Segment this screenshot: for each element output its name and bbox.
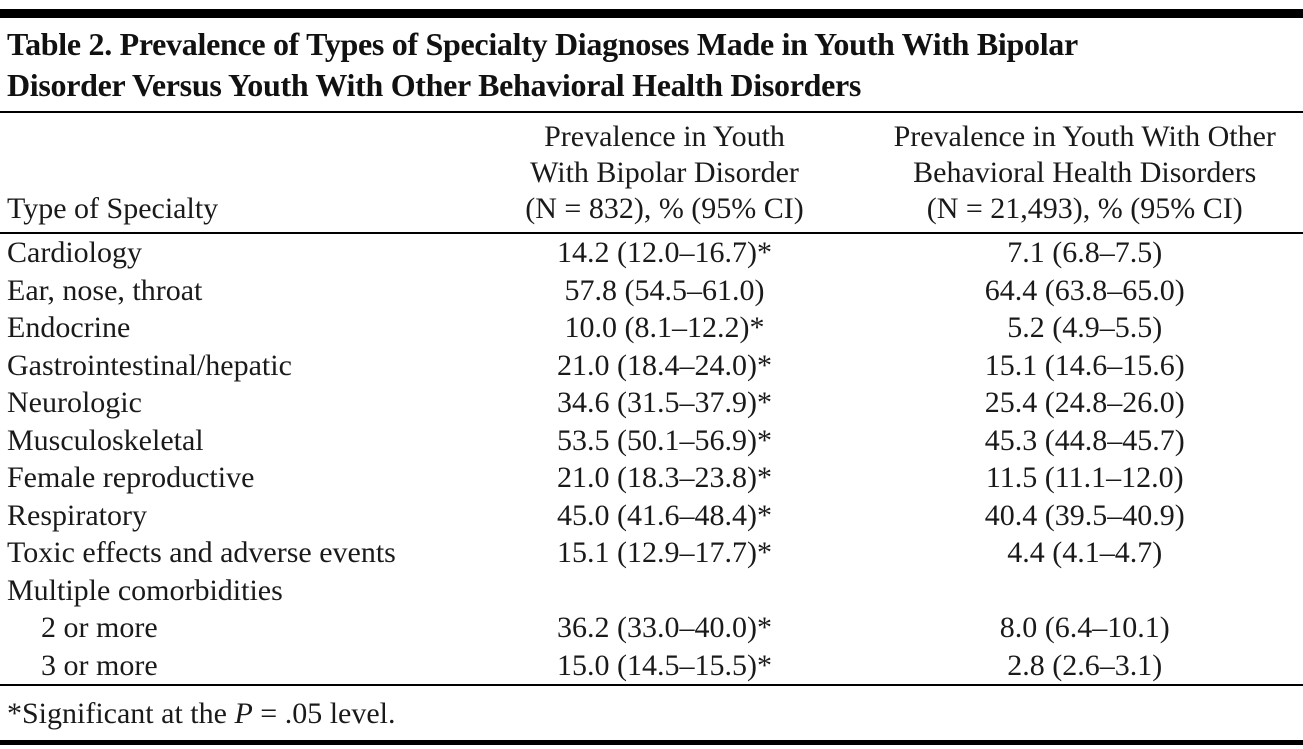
header-other-group: Prevalence in Youth With Other Behaviora…	[866, 113, 1303, 234]
specialty-cell: Female reproductive	[7, 461, 255, 494]
table-title-line-2: Disorder Versus Youth With Other Behavio…	[7, 67, 862, 103]
header-type-of-specialty-label: Type of Specialty	[7, 192, 219, 225]
bipolar-value-cell: 15.0 (14.5–15.5)*	[557, 648, 773, 682]
other-value-cell: 25.4 (24.8–26.0)	[984, 386, 1185, 419]
specialty-cell: Respiratory	[7, 498, 147, 532]
specialty-cell: Neurologic	[7, 386, 142, 419]
specialty-cell: 2 or more	[41, 611, 158, 644]
table-row-multiple-comorbidities: Multiple comorbidities	[0, 572, 1303, 610]
other-value-cell: 2.8 (2.6–3.1)	[1007, 648, 1163, 682]
header-bipolar-group: Prevalence in Youth With Bipolar Disorde…	[462, 113, 867, 234]
specialty-cell: Cardiology	[7, 236, 142, 269]
table-row-endocrine: Endocrine 10.0 (8.1–12.2)* 5.2 (4.9–5.5)	[0, 309, 1303, 347]
specialty-cell: Ear, nose, throat	[7, 273, 203, 307]
bipolar-value-cell: 15.1 (12.9–17.7)*	[557, 536, 773, 569]
table-row-2-or-more: 2 or more 36.2 (33.0–40.0)* 8.0 (6.4–10.…	[0, 609, 1303, 647]
table-row-musculoskeletal: Musculoskeletal 53.5 (50.1–56.9)* 45.3 (…	[0, 422, 1303, 460]
bottom-rule-bar	[0, 740, 1303, 745]
table-row-respiratory: Respiratory 45.0 (41.6–48.4)* 40.4 (39.5…	[0, 497, 1303, 535]
other-value-cell: 7.1 (6.8–7.5)	[1007, 236, 1163, 269]
header-type-of-specialty: Type of Specialty	[0, 113, 463, 234]
other-value-cell: 5.2 (4.9–5.5)	[1007, 311, 1163, 344]
table-title-line-1: Table 2. Prevalence of Types of Specialt…	[7, 26, 1078, 62]
table-row-female-reproductive: Female reproductive 21.0 (18.3–23.8)* 11…	[0, 459, 1303, 497]
bipolar-value-cell: 10.0 (8.1–12.2)*	[564, 311, 765, 344]
other-value-cell: 40.4 (39.5–40.9)	[984, 498, 1185, 532]
header-row: Type of Specialty Prevalence in Youth Wi…	[0, 113, 1303, 234]
table-row-gastrointestinal-hepatic: Gastrointestinal/hepatic 21.0 (18.4–24.0…	[0, 347, 1303, 385]
bipolar-value-cell: 36.2 (33.0–40.0)*	[557, 611, 773, 644]
header-other-line-3: (N = 21,493), % (95% CI)	[926, 192, 1243, 225]
other-value-cell: 11.5 (11.1–12.0)	[985, 461, 1184, 494]
table-body: Cardiology 14.2 (12.0–16.7)* 7.1 (6.8–7.…	[0, 233, 1303, 685]
other-value-cell: 64.4 (63.8–65.0)	[984, 273, 1185, 307]
footnote-text-after: = .05 level.	[252, 697, 396, 730]
top-rule-bar	[0, 9, 1303, 18]
specialty-cell: Multiple comorbidities	[7, 573, 283, 607]
bipolar-value-cell: 34.6 (31.5–37.9)*	[557, 386, 773, 419]
bipolar-value-cell: 53.5 (50.1–56.9)*	[557, 423, 773, 457]
header-bipolar-line-1: Prevalence in Youth	[544, 120, 785, 153]
table-header: Type of Specialty Prevalence in Youth Wi…	[0, 113, 1303, 234]
bipolar-value-cell: 45.0 (41.6–48.4)*	[557, 498, 773, 532]
other-value-cell: 45.3 (44.8–45.7)	[984, 423, 1185, 457]
bipolar-value-cell: 14.2 (12.0–16.7)*	[557, 236, 773, 269]
bipolar-value-cell: 21.0 (18.3–23.8)*	[557, 461, 773, 494]
other-value-cell: 15.1 (14.6–15.6)	[984, 348, 1185, 382]
bipolar-value-cell	[463, 572, 867, 610]
specialty-cell: Musculoskeletal	[7, 423, 204, 457]
table-row-ear-nose-throat: Ear, nose, throat 57.8 (54.5–61.0) 64.4 …	[0, 272, 1303, 310]
specialty-cell: Endocrine	[7, 311, 131, 344]
other-value-cell: 8.0 (6.4–10.1)	[999, 611, 1170, 644]
footnote-text-before: *Significant at the	[7, 697, 235, 730]
prevalence-table: Type of Specialty Prevalence in Youth Wi…	[0, 113, 1303, 686]
header-bipolar-line-2: With Bipolar Disorder	[530, 156, 799, 189]
specialty-cell: Gastrointestinal/hepatic	[7, 348, 292, 382]
bipolar-value-cell: 21.0 (18.4–24.0)*	[557, 348, 773, 382]
other-value-cell	[866, 572, 1303, 610]
footnote-p-symbol: P	[234, 697, 253, 730]
table-row-cardiology: Cardiology 14.2 (12.0–16.7)* 7.1 (6.8–7.…	[0, 233, 1303, 272]
title-divider-rule	[0, 111, 1303, 113]
specialty-cell: 3 or more	[41, 648, 158, 682]
header-other-line-1: Prevalence in Youth With Other	[893, 120, 1276, 153]
other-value-cell: 4.4 (4.1–4.7)	[1007, 536, 1163, 569]
header-bipolar-line-3: (N = 832), % (95% CI)	[525, 192, 804, 225]
footnote: *Significant at the P = .05 level.	[0, 686, 1303, 740]
table-row-neurologic: Neurologic 34.6 (31.5–37.9)* 25.4 (24.8–…	[0, 384, 1303, 422]
header-other-line-2: Behavioral Health Disorders	[913, 156, 1257, 189]
table-title: Table 2. Prevalence of Types of Specialt…	[0, 24, 1303, 106]
bipolar-value-cell: 57.8 (54.5–61.0)	[564, 273, 765, 307]
specialty-cell: Toxic effects and adverse events	[7, 536, 396, 569]
table-row-toxic-effects: Toxic effects and adverse events 15.1 (1…	[0, 534, 1303, 572]
table-row-3-or-more: 3 or more 15.0 (14.5–15.5)* 2.8 (2.6–3.1…	[0, 647, 1303, 686]
